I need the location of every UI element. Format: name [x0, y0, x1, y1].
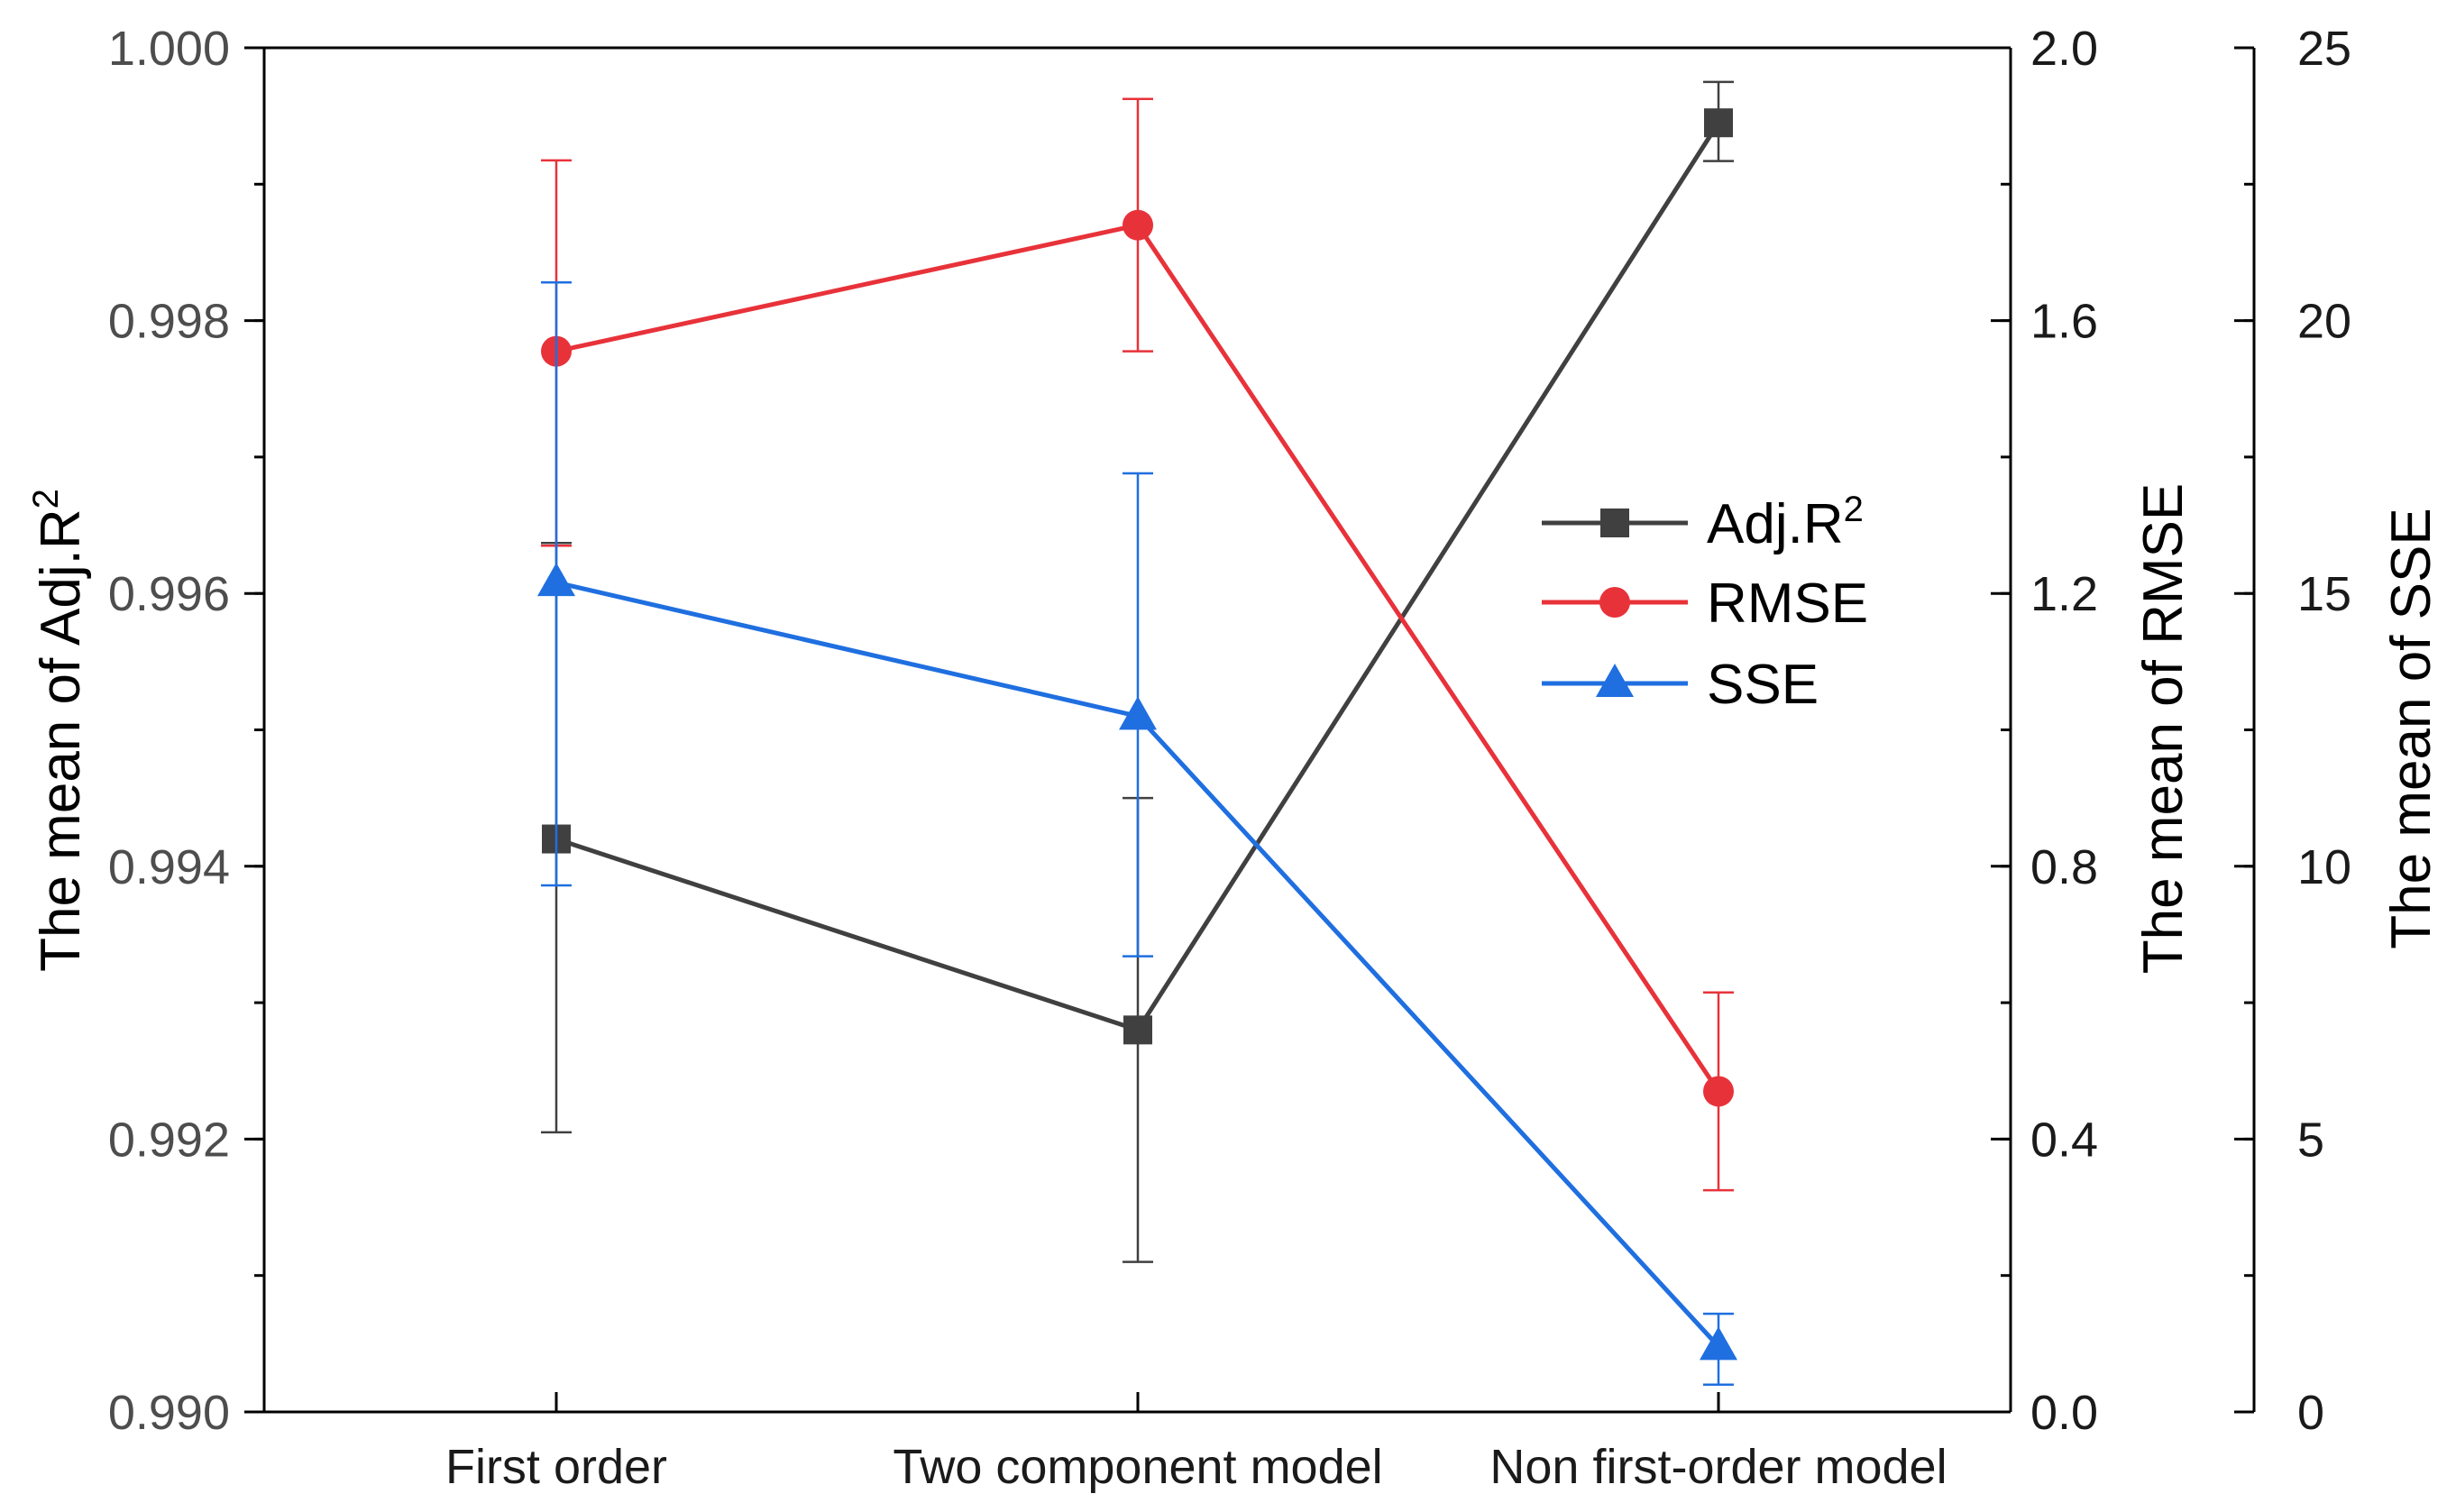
sse-axis-title: The mean of SSE [2380, 508, 2442, 948]
legend-rmse-label: RMSE [1707, 573, 1868, 635]
rmse-axis-tick-label: 0.8 [2030, 840, 2098, 894]
sse-point [1119, 696, 1157, 730]
left-axis-tick-label: 1.000 [108, 22, 230, 76]
sse-axis-tick-label: 5 [2297, 1113, 2324, 1167]
rmse-axis-tick-label: 1.2 [2030, 567, 2098, 621]
left-axis-title: The mean of Adj.R2 [26, 489, 92, 972]
legend: Adj.R2 RMSE SSE [1542, 490, 1868, 716]
x-axis-tick-label: Two component model [893, 1440, 1382, 1494]
x-axis-tick-label: Non first-order model [1489, 1440, 1947, 1494]
left-axis-tick-label: 0.998 [108, 295, 230, 349]
rmse-point [1703, 1076, 1734, 1107]
rmse-axis-tick-label: 0.0 [2030, 1386, 2098, 1440]
left-axis-title-superscript: 2 [26, 489, 66, 509]
legend-sse-marker [1596, 664, 1634, 697]
left-axis-tick-label: 0.994 [108, 840, 230, 894]
series-sse [537, 280, 1737, 1386]
rmse-point [1123, 209, 1153, 241]
legend-rmse-marker [1599, 587, 1630, 618]
legend-adj-r-superscript: 2 [1844, 490, 1864, 529]
sse-axis-tick-label: 0 [2297, 1386, 2324, 1440]
rmse-axis-tick-label: 2.0 [2030, 22, 2098, 76]
rmse-axis-tick-label: 1.6 [2030, 295, 2098, 349]
legend-sse-label: SSE [1707, 654, 1819, 716]
series-layer [537, 80, 1737, 1386]
left-axis-tick-label: 0.996 [108, 567, 230, 621]
sse-axis-tick-label: 20 [2297, 295, 2351, 349]
legend-adj-r-label: Adj.R2 [1707, 490, 1864, 555]
rmse-axis-tick-label: 0.4 [2030, 1113, 2098, 1167]
legend-adj-r-marker [1600, 509, 1629, 537]
sse-axis-tick-label: 15 [2297, 567, 2351, 621]
adj-r-point [1123, 1015, 1152, 1045]
axes-layer: 0.990 0.992 0.994 0.996 0.998 1.000 0.0 0.4 0.8 1… [26, 22, 2442, 1494]
sse-point [537, 563, 575, 597]
sse-point [1700, 1326, 1737, 1361]
left-axis-tick-label: 0.990 [108, 1386, 230, 1440]
sse-axis-tick-label: 10 [2297, 840, 2351, 894]
x-axis-tick-label: First order [445, 1440, 667, 1494]
adj-r-point [1704, 108, 1733, 138]
left-axis-tick-label: 0.992 [108, 1113, 230, 1167]
sse-axis-tick-label: 25 [2297, 22, 2351, 76]
rmse-axis-title: The mean of RMSE [2132, 483, 2195, 974]
